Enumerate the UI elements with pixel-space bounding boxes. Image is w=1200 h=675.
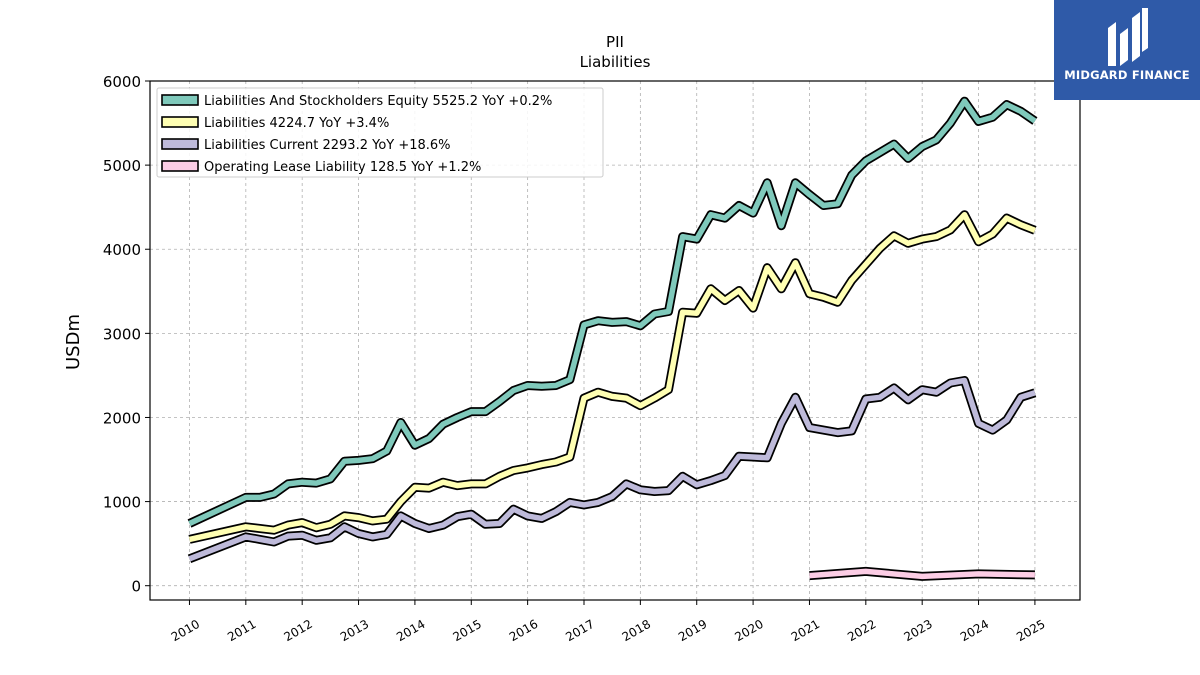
series-line bbox=[809, 568, 1035, 580]
legend: Liabilities And Stockholders Equity 5525… bbox=[156, 87, 604, 178]
chart-subtitle: Liabilities bbox=[580, 53, 651, 71]
y-axis-label: USDm bbox=[63, 314, 84, 370]
legend-label: Operating Lease Liability 128.5 YoY +1.2… bbox=[204, 160, 481, 175]
y-tick-label: 3000 bbox=[103, 325, 141, 343]
y-tick-label: 2000 bbox=[103, 409, 141, 427]
series-line bbox=[188, 211, 1036, 543]
series-lines bbox=[187, 96, 1038, 581]
series-line bbox=[188, 98, 1037, 526]
series-2 bbox=[188, 210, 1037, 544]
y-tick-label: 0 bbox=[131, 578, 141, 596]
brand-logo-icon bbox=[1108, 8, 1148, 66]
legend-label: Liabilities Current 2293.2 YoY +18.6% bbox=[204, 138, 451, 153]
brand-logo: MIDGARD FINANCE bbox=[1054, 0, 1200, 100]
series-line bbox=[188, 377, 1036, 562]
y-tick-label: 4000 bbox=[103, 241, 141, 259]
chart-title: PII bbox=[606, 33, 624, 51]
series-4 bbox=[809, 566, 1035, 581]
legend-label: Liabilities And Stockholders Equity 5525… bbox=[204, 94, 552, 109]
y-tick-label: 5000 bbox=[103, 157, 141, 175]
legend-box bbox=[156, 87, 604, 178]
series-1 bbox=[187, 96, 1038, 528]
legend-swatch bbox=[161, 138, 199, 150]
legend-swatch bbox=[161, 160, 199, 172]
y-tick-label: 1000 bbox=[103, 494, 141, 512]
legend-swatch bbox=[161, 94, 199, 106]
brand-name: MIDGARD FINANCE bbox=[1064, 68, 1190, 82]
y-tick-label: 6000 bbox=[103, 73, 141, 91]
series-3 bbox=[187, 376, 1037, 563]
legend-swatch bbox=[161, 116, 199, 128]
legend-label: Liabilities 4224.7 YoY +3.4% bbox=[204, 116, 389, 131]
plot-frame bbox=[149, 80, 1081, 601]
